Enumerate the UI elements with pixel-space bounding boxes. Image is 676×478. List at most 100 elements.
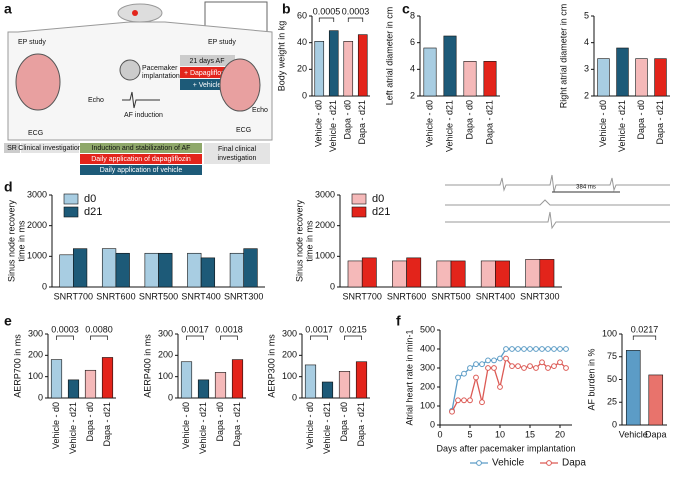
label: + Dapagliflozin xyxy=(184,70,230,77)
point xyxy=(551,346,557,352)
x-tick-label: Dapa - d0 xyxy=(343,100,353,140)
point xyxy=(503,346,509,352)
y-tick-label: 40 xyxy=(297,37,307,47)
x-axis-label: Days after pacemaker implantation xyxy=(436,443,575,453)
x-tick-label: Vehicle - d0 xyxy=(314,100,324,147)
label: Daily application of vehicle xyxy=(100,167,183,174)
bar xyxy=(328,30,339,97)
bar xyxy=(73,248,88,288)
legend-swatch xyxy=(63,193,79,205)
bar xyxy=(243,248,258,288)
x-tick-label: Vehicle - d21 xyxy=(617,100,627,152)
bar xyxy=(50,359,63,399)
point xyxy=(515,346,521,352)
legend-label: d21 xyxy=(84,206,102,218)
x-tick-label: Dapa - d21 xyxy=(232,402,242,447)
significance-bracket xyxy=(310,335,328,340)
x-tick-label: Vehicle - d0 xyxy=(305,402,315,449)
bar xyxy=(357,34,368,97)
box xyxy=(21,143,79,153)
x-tick-label: Dapa - d0 xyxy=(464,100,474,140)
p-value: 0.0017 xyxy=(305,324,333,334)
y-tick-label: 300 xyxy=(282,328,297,338)
label: Final clinical xyxy=(218,146,257,153)
legend-label: Dapa xyxy=(562,458,586,469)
bar xyxy=(654,58,667,97)
bar xyxy=(480,260,496,288)
x-tick-label: SNRT300 xyxy=(224,291,263,301)
p-value: 0.0217 xyxy=(631,324,659,334)
x-tick-label: Vehicle - d0 xyxy=(424,100,434,147)
bar xyxy=(347,260,363,288)
bar xyxy=(463,61,477,97)
bar xyxy=(101,357,114,399)
point xyxy=(503,355,509,362)
x-tick-label: Dapa - d21 xyxy=(102,402,112,447)
bar xyxy=(495,260,510,288)
label: + Vehicle xyxy=(193,82,222,89)
y-axis-label: AERP300 in ms xyxy=(266,334,276,398)
bar xyxy=(314,41,325,97)
y-tick-label: 0 xyxy=(302,90,307,100)
bar xyxy=(525,259,541,288)
significance-bracket xyxy=(632,335,657,340)
point xyxy=(449,408,455,415)
y-tick-label: 0 xyxy=(612,419,617,429)
significance-bracket xyxy=(186,335,204,340)
y-tick-label: 200 xyxy=(28,350,43,360)
bar xyxy=(200,257,216,288)
y-axis-label: time in ms xyxy=(16,220,26,262)
y-tick-label: 4 xyxy=(584,37,589,47)
y-axis-label: time in ms xyxy=(304,220,314,262)
panel-label: a xyxy=(4,1,12,17)
x-tick-label: 15 xyxy=(525,429,535,439)
bar xyxy=(539,259,555,288)
x-tick-label: Dapa - d21 xyxy=(484,100,494,145)
y-axis-label: Atrial heart rate in min-1 xyxy=(404,329,414,425)
x-tick-label: SNRT300 xyxy=(520,291,559,301)
point xyxy=(515,363,521,370)
x-tick-label: Dapa - d0 xyxy=(339,402,349,442)
significance-bracket xyxy=(347,17,364,22)
p-value: 0.0003 xyxy=(51,324,79,334)
x-tick-label: SNRT700 xyxy=(343,291,382,301)
label: investigation xyxy=(218,155,257,162)
y-tick-label: 0 xyxy=(38,392,43,402)
x-tick-label: Vehicle - d0 xyxy=(598,100,608,147)
x-tick-label: SNRT700 xyxy=(54,291,93,301)
y-axis-label: AERP400 in ms xyxy=(142,334,152,398)
panel-label: e xyxy=(4,313,12,329)
point xyxy=(527,363,533,370)
y-tick-label: 3000 xyxy=(315,189,335,199)
box xyxy=(180,55,235,66)
point xyxy=(479,361,485,368)
bar xyxy=(338,371,351,399)
bar xyxy=(304,364,317,399)
label: AF induction xyxy=(124,112,163,119)
significance-bracket xyxy=(344,335,362,340)
x-tick-label: Vehicle - d21 xyxy=(444,100,454,152)
bar xyxy=(67,379,80,399)
label: Daily application of dapagliflozin xyxy=(91,156,191,163)
bar xyxy=(187,252,202,288)
legend-swatch xyxy=(351,206,367,218)
x-tick-label: Vehicle - d21 xyxy=(198,402,208,454)
point xyxy=(473,374,479,381)
y-tick-label: 300 xyxy=(28,328,43,338)
panel-label: d xyxy=(4,179,13,195)
x-tick-label: Dapa - d0 xyxy=(85,402,95,442)
box xyxy=(80,154,202,164)
point xyxy=(551,363,557,370)
x-tick-label: SNRT500 xyxy=(431,291,470,301)
y-tick-label: 100 xyxy=(28,371,43,381)
point xyxy=(509,363,515,370)
y-tick-label: 100 xyxy=(602,328,617,338)
panel-label: b xyxy=(282,1,291,17)
trace xyxy=(445,211,670,230)
y-tick-label: 8 xyxy=(410,10,415,20)
bar xyxy=(231,359,244,399)
significance-bracket xyxy=(90,335,108,340)
bar xyxy=(436,260,452,288)
significance-bracket xyxy=(318,17,335,22)
